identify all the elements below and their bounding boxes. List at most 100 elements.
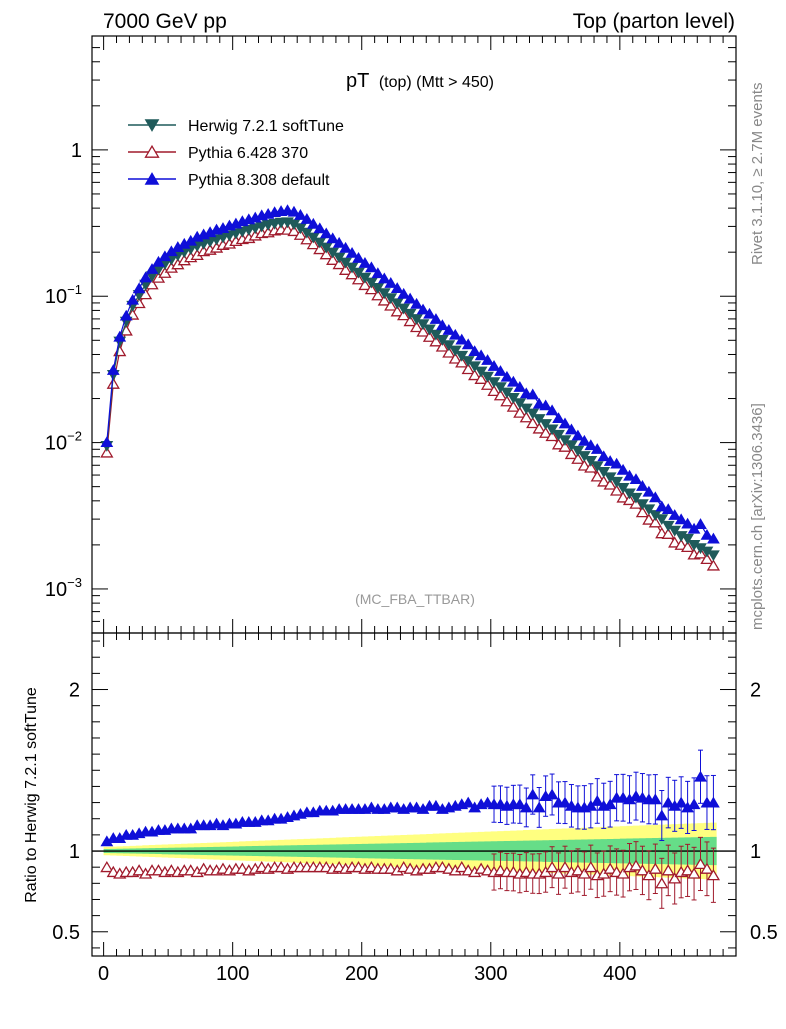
data-point bbox=[416, 303, 430, 315]
data-point bbox=[661, 527, 675, 539]
data-point bbox=[507, 393, 520, 404]
data-point bbox=[332, 257, 346, 270]
y-tick-label-base: 10 bbox=[45, 433, 67, 455]
main-panel-series bbox=[100, 204, 721, 571]
data-point bbox=[351, 273, 366, 285]
data-point bbox=[390, 282, 404, 293]
data-point bbox=[287, 224, 301, 237]
ratio-point bbox=[616, 867, 630, 879]
data-point bbox=[616, 463, 630, 475]
data-point bbox=[564, 447, 579, 460]
data-point bbox=[223, 230, 236, 242]
ratio-point bbox=[551, 867, 566, 879]
ratio-point bbox=[603, 798, 617, 810]
data-point bbox=[526, 416, 540, 429]
data-point bbox=[397, 287, 411, 299]
data-point bbox=[507, 375, 520, 387]
plot-title-rest: (top) (Mtt > 450) bbox=[379, 74, 494, 91]
plot-title: pT (top) (Mtt > 450) bbox=[346, 70, 494, 92]
data-point bbox=[313, 242, 327, 255]
ratio-point bbox=[629, 859, 643, 871]
data-point bbox=[494, 382, 507, 394]
legend-label: Pythia 6.428 370 bbox=[188, 145, 308, 162]
data-point bbox=[377, 294, 391, 306]
ratio-point bbox=[532, 801, 546, 813]
ratio-point bbox=[661, 796, 675, 808]
ratio-point bbox=[648, 793, 662, 805]
data-point bbox=[300, 213, 314, 224]
data-point bbox=[539, 419, 553, 430]
data-point bbox=[448, 328, 462, 340]
y-tick-label-base: 10 bbox=[45, 579, 67, 601]
data-point bbox=[629, 473, 643, 485]
data-point bbox=[338, 263, 353, 275]
ratio-point bbox=[545, 860, 559, 873]
ratio-point bbox=[132, 864, 146, 876]
data-point bbox=[371, 283, 385, 294]
data-point bbox=[126, 293, 140, 305]
legend-marker bbox=[144, 172, 160, 185]
data-point bbox=[681, 517, 694, 529]
ratio-point bbox=[706, 869, 721, 881]
ratio-point bbox=[429, 799, 443, 811]
data-point bbox=[539, 426, 553, 438]
ratio-point bbox=[687, 798, 701, 810]
data-point bbox=[371, 267, 385, 279]
data-point bbox=[468, 368, 482, 381]
data-point bbox=[352, 251, 365, 263]
legend-label: Pythia 8.308 default bbox=[188, 172, 330, 189]
data-point bbox=[409, 320, 424, 333]
data-point bbox=[558, 440, 572, 452]
data-point bbox=[119, 309, 133, 321]
data-point bbox=[668, 509, 682, 520]
data-point bbox=[397, 303, 411, 315]
data-point bbox=[584, 455, 598, 467]
x-tick-label: 400 bbox=[603, 963, 636, 985]
data-point bbox=[648, 491, 662, 503]
data-point bbox=[139, 271, 152, 283]
data-point bbox=[700, 528, 714, 540]
header-left: 7000 GeV pp bbox=[103, 10, 227, 33]
data-point bbox=[480, 378, 495, 390]
data-point bbox=[435, 340, 450, 352]
data-point bbox=[248, 223, 262, 235]
data-point bbox=[636, 499, 649, 511]
data-point bbox=[487, 359, 501, 371]
data-point bbox=[345, 268, 359, 280]
data-point bbox=[642, 513, 656, 525]
ratio-point bbox=[590, 795, 604, 806]
data-point bbox=[590, 443, 604, 454]
data-point bbox=[474, 372, 488, 384]
data-point bbox=[106, 364, 120, 375]
main-panel-ticks bbox=[92, 35, 736, 634]
data-point bbox=[474, 349, 488, 361]
ratio-point bbox=[661, 864, 675, 876]
ratio-point bbox=[694, 770, 707, 782]
x-tick-label: 300 bbox=[474, 963, 507, 985]
data-point bbox=[242, 224, 256, 236]
y-tick-label-base: 1 bbox=[71, 140, 82, 162]
data-point bbox=[577, 459, 591, 471]
y-tick-label-exponent: −3 bbox=[67, 575, 82, 590]
data-point bbox=[707, 550, 720, 562]
data-point bbox=[694, 518, 707, 529]
y-tick-label-right: 1 bbox=[750, 841, 761, 863]
ratio-point bbox=[558, 860, 572, 873]
data-point bbox=[545, 404, 559, 416]
data-point bbox=[493, 389, 508, 401]
data-point bbox=[513, 398, 527, 410]
data-point bbox=[306, 237, 320, 250]
y-tick-label-exponent: −1 bbox=[67, 282, 82, 297]
ratio-point bbox=[642, 869, 656, 881]
x-tick-labels: 0 100 200 300 400 bbox=[98, 963, 636, 985]
data-point bbox=[429, 313, 443, 324]
data-point bbox=[371, 289, 385, 301]
data-point bbox=[416, 319, 430, 331]
data-point bbox=[552, 429, 565, 441]
data-point bbox=[513, 381, 527, 392]
data-point bbox=[565, 423, 578, 435]
data-point bbox=[680, 540, 695, 553]
data-point bbox=[306, 217, 320, 229]
ratio-point bbox=[519, 801, 533, 813]
